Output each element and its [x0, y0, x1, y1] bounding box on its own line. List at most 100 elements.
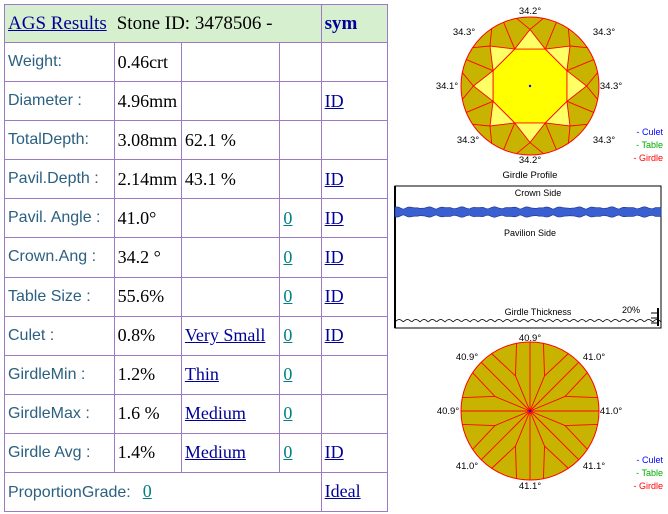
girdle-min-grade-link[interactable]: 0 — [283, 364, 293, 385]
girdle-min-desc-link[interactable]: Thin — [184, 364, 219, 385]
weight-value: 0.46crt — [117, 51, 169, 72]
kite-line — [503, 22, 516, 50]
kite-line — [466, 59, 494, 72]
crown-legend-culet: - Culet — [636, 127, 663, 137]
pavilion-angle-labels: 40.9° 40.9° 41.0° 40.9° 41.0° 41.0° 41.1… — [437, 333, 622, 492]
girdle-avg-desc-link[interactable]: Medium — [184, 442, 246, 463]
lower-girdle-line — [543, 446, 545, 479]
girdle-max-label: GirdleMax : — [8, 404, 90, 422]
header-row: AGS Results Stone ID: 3478506 - sym — [4, 3, 389, 44]
pavilion-angle-top: 40.9° — [519, 333, 541, 344]
lower-girdle-line — [491, 353, 516, 377]
lower-girdle-line — [491, 445, 516, 469]
upper-girdle-line — [529, 17, 544, 30]
crown-side-label: Crown Side — [515, 188, 562, 198]
girdle-thickness-label: Girdle Thickness — [505, 307, 572, 317]
crown-legend-girdle: - Girdle — [633, 153, 663, 163]
girdle-band — [394, 206, 662, 218]
girdle-avg-id-link[interactable]: ID — [324, 442, 344, 463]
total-depth-value: 3.08mm — [117, 129, 178, 150]
upper-girdle-line — [569, 45, 588, 49]
pavil-angle-value: 41.0° — [117, 207, 157, 228]
stone-id: Stone ID: 3478506 - — [116, 12, 273, 34]
upper-girdle-line — [567, 125, 571, 144]
lower-girdle-line — [515, 343, 517, 376]
lower-girdle-line — [472, 372, 496, 397]
sym-header-cell: sym — [320, 3, 389, 44]
pavilion-angle-bottom-left: 41.0° — [456, 461, 478, 472]
pavilion-angle-bottom-right: 41.1° — [583, 461, 605, 472]
pavilion-legend-table: - Table — [636, 468, 663, 478]
table-row: GirdleMin : 1.2% Thin 0 — [4, 354, 389, 395]
lower-girdle-line — [529, 410, 545, 447]
kite-line — [466, 100, 494, 113]
crown-angle-bottom-left: 34.3° — [457, 135, 479, 146]
culet-id-link[interactable]: ID — [324, 325, 344, 346]
crown-angle-top-left: 34.3° — [453, 27, 475, 38]
upper-girdle-line — [586, 72, 599, 87]
pavil-angle-id-link[interactable]: ID — [324, 207, 344, 228]
table-row: Diameter : 4.96mm ID — [4, 81, 389, 122]
crown-angle-top-right: 34.3° — [593, 27, 615, 38]
culet-desc-link[interactable]: Very Small — [184, 325, 266, 346]
pavilion-angle-left: 40.9° — [437, 406, 459, 417]
crown-angle-left: 34.1° — [436, 81, 458, 92]
diamond-diagram: 34.2° 34.3° 34.3° 34.1° 34.3° 34.3° 34.3… — [394, 6, 663, 492]
proportion-grade-label: ProportionGrade: — [8, 484, 131, 502]
ags-results-link[interactable]: AGS Results — [8, 12, 107, 34]
culet-label: Culet : — [8, 326, 55, 344]
total-depth-label: TotalDepth: — [8, 131, 89, 149]
table-size-grade-link[interactable]: 0 — [283, 286, 293, 307]
girdle-thickness-wave — [394, 319, 662, 323]
sym-label: sym — [324, 12, 358, 34]
lower-girdle-line — [544, 445, 569, 469]
crown-angle-right: 34.3° — [600, 81, 622, 92]
table-row: Pavil. Angle : 41.0° 0 ID — [4, 198, 389, 239]
culet-grade-link[interactable]: 0 — [283, 325, 293, 346]
girdle-max-desc-link[interactable]: Medium — [184, 403, 246, 424]
table-size-label: Table Size : — [8, 287, 91, 305]
kite-line — [544, 22, 557, 50]
table-row: TotalDepth: 3.08mm 62.1 % — [4, 120, 389, 161]
upper-girdle-line — [489, 28, 493, 47]
girdle-max-value: 1.6 % — [117, 403, 160, 424]
girdle-avg-grade-link[interactable]: 0 — [283, 442, 293, 463]
star-facet — [472, 69, 494, 103]
girdle-max-grade-link[interactable]: 0 — [283, 403, 293, 424]
weight-label: Weight: — [8, 53, 62, 71]
crown-angle-id-link[interactable]: ID — [324, 246, 344, 267]
crown-angle-label: Crown.Ang : — [8, 248, 97, 266]
lower-girdle-line — [529, 375, 545, 412]
star-facet — [566, 69, 588, 103]
pavilion-legend: - Culet - Table - Girdle — [633, 455, 663, 491]
crown-angle-grade-link[interactable]: 0 — [283, 246, 293, 267]
table-row: Weight: 0.46crt — [4, 42, 389, 83]
upper-girdle-line — [586, 85, 599, 100]
table-size-id-link[interactable]: ID — [324, 286, 344, 307]
culet-value: 0.8% — [117, 325, 156, 346]
table-row: GirdleMax : 1.6 % Medium 0 — [4, 393, 389, 434]
lower-girdle-line — [515, 446, 517, 479]
table-size-value: 55.6% — [117, 286, 165, 307]
pavilion-angle-top-left: 40.9° — [456, 352, 478, 363]
crown-angle-top: 34.2° — [519, 6, 541, 17]
upper-girdle-line — [516, 142, 531, 155]
kite-line — [566, 59, 594, 72]
lower-girdle-line — [515, 375, 531, 412]
proportion-result-link[interactable]: Ideal — [324, 481, 361, 502]
pavilion-legend-girdle: - Girdle — [633, 481, 663, 491]
proportion-grade-link[interactable]: 0 — [142, 481, 152, 502]
pavil-depth-id-link[interactable]: ID — [324, 168, 344, 189]
pavil-angle-grade-link[interactable]: 0 — [283, 207, 293, 228]
header-cell: AGS Results Stone ID: 3478506 - — [4, 3, 322, 44]
star-facet — [489, 100, 516, 127]
girdle-min-value: 1.2% — [117, 364, 156, 385]
thickness-scale-label: 20% — [622, 305, 640, 315]
upper-girdle-line — [529, 142, 544, 155]
pavilion-main-line — [480, 361, 531, 412]
results-table: AGS Results Stone ID: 3478506 - sym Weig… — [4, 3, 389, 513]
diameter-id-link[interactable]: ID — [324, 90, 344, 111]
upper-girdle-line — [489, 125, 493, 144]
crown-angle-bottom: 34.2° — [519, 155, 541, 166]
girdle-avg-value: 1.4% — [117, 442, 156, 463]
